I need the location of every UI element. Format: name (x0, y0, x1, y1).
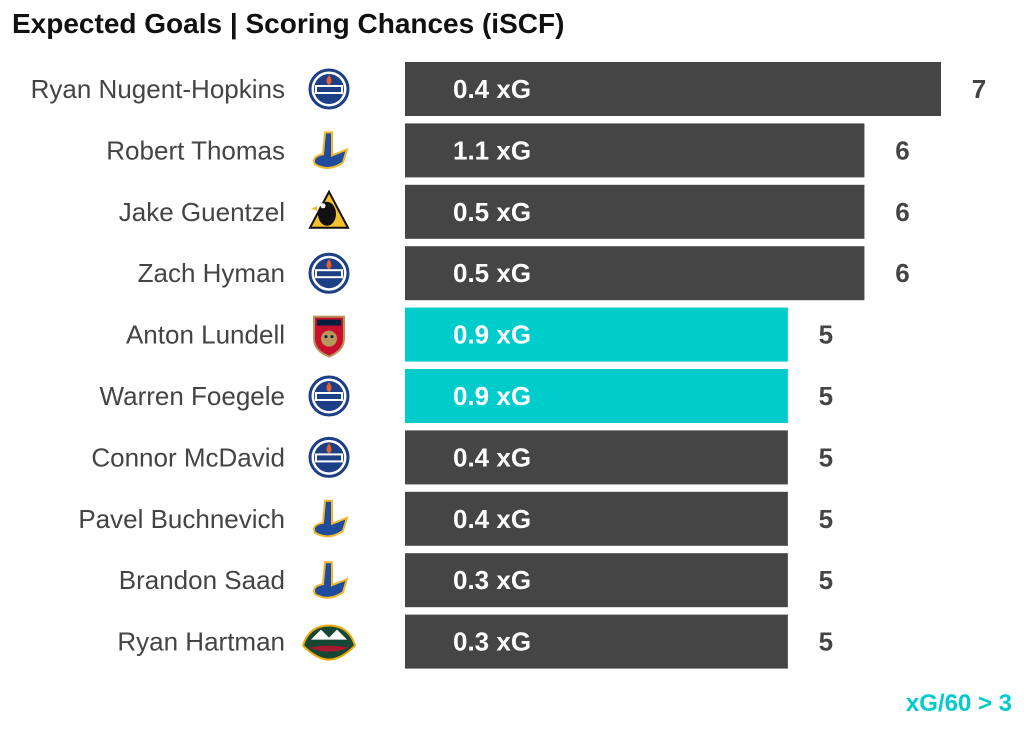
xg-bar-label: 0.5 xG (453, 197, 531, 227)
player-name-label: Connor McDavid (91, 442, 285, 472)
xg-bar-label: 0.4 xG (453, 504, 531, 534)
scoring-chances-value-label: 5 (819, 627, 833, 657)
bar (405, 614, 788, 669)
scoring-chances-value-label: 6 (895, 135, 909, 165)
wild-logo-icon (301, 624, 357, 661)
blues-logo-icon (313, 499, 349, 538)
bar (405, 123, 865, 178)
bar (405, 369, 788, 423)
player-name-label: Warren Foegele (100, 381, 285, 411)
player-name-label: Pavel Buchnevich (78, 504, 285, 534)
scoring-chances-value-label: 5 (819, 565, 833, 595)
scoring-chances-value-label: 5 (819, 320, 833, 350)
player-name-label: Brandon Saad (119, 565, 285, 595)
bar (405, 491, 788, 546)
bar (405, 184, 865, 239)
blues-logo-icon (313, 561, 349, 599)
xg-bar-label: 0.5 xG (453, 258, 531, 288)
scoring-chances-value-label: 5 (819, 381, 833, 411)
xg-bar-label: 0.3 xG (453, 565, 531, 595)
xg-bar-label: 0.4 xG (453, 442, 531, 472)
oilers-logo-icon (308, 68, 350, 110)
xg-bar-label: 0.9 xG (453, 381, 531, 411)
xg-bar-label: 0.9 xG (453, 320, 531, 350)
player-name-label: Robert Thomas (106, 135, 285, 165)
xg-bar-label: 0.3 xG (453, 627, 531, 657)
player-name-label: Ryan Hartman (117, 627, 285, 657)
xg-bar-label: 0.4 xG (453, 74, 531, 104)
player-name-label: Jake Guentzel (119, 197, 285, 227)
player-name-label: Anton Lundell (126, 320, 285, 350)
player-name-label: Ryan Nugent-Hopkins (31, 74, 285, 104)
oilers-logo-icon (308, 375, 350, 417)
xg-bar-label: 1.1 xG (453, 135, 531, 165)
scoring-chances-value-label: 6 (895, 258, 909, 288)
panthers-logo-icon (313, 315, 345, 358)
highlight-legend-note: xG/60 > 3 (905, 690, 1012, 717)
scoring-chances-value-label: 5 (819, 442, 833, 472)
scoring-chances-value-label: 5 (819, 504, 833, 534)
player-name-label: Zach Hyman (138, 258, 285, 288)
scoring-chances-value-label: 7 (972, 74, 986, 104)
scoring-chances-value-label: 6 (895, 197, 909, 227)
chart-title: Expected Goals | Scoring Chances (iSCF) (12, 8, 565, 39)
bar (405, 553, 788, 608)
blues-logo-icon (313, 131, 349, 169)
oilers-logo-icon (308, 252, 350, 294)
bar (405, 62, 941, 116)
bar (405, 246, 865, 301)
penguins-logo-icon (308, 189, 350, 229)
bar (405, 430, 788, 485)
bar (405, 307, 788, 362)
oilers-logo-icon (308, 436, 350, 478)
